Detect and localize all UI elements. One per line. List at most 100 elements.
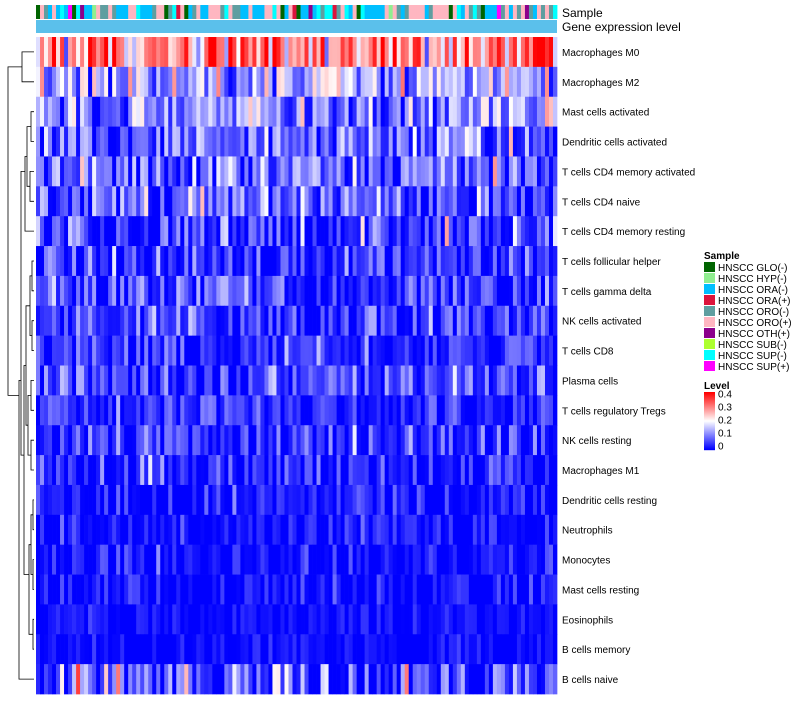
- heatmap-cell: [424, 216, 430, 247]
- heatmap-cell: [388, 37, 394, 68]
- heatmap-cell: [504, 395, 510, 426]
- heatmap-cell: [240, 455, 245, 486]
- heatmap-cell: [492, 365, 498, 396]
- heatmap-cell: [124, 96, 129, 127]
- heatmap-cell: [300, 425, 305, 456]
- heatmap-cell: [316, 66, 321, 98]
- heatmap-cell: [116, 634, 121, 665]
- heatmap-cell: [180, 186, 185, 217]
- heatmap-cell: [124, 305, 129, 336]
- heatmap-cell: [372, 156, 378, 187]
- sample-annotation-cell: [76, 5, 81, 19]
- heatmap-cell: [360, 335, 365, 366]
- heatmap-cell: [252, 664, 257, 695]
- heatmap-cell: [84, 604, 89, 635]
- heatmap-cell: [244, 514, 249, 546]
- heatmap-cell: [196, 126, 201, 157]
- heatmap-cell: [108, 96, 113, 127]
- heatmap-cell: [488, 365, 494, 396]
- heatmap-cell: [436, 335, 442, 366]
- heatmap-cell: [344, 335, 349, 366]
- heatmap-cell: [44, 484, 49, 516]
- heatmap-cell: [92, 96, 97, 127]
- heatmap-cell: [300, 335, 305, 366]
- heatmap-cell: [36, 126, 41, 157]
- heatmap-cell: [484, 455, 490, 486]
- sample-legend-label: HNSCC SUB(-): [718, 340, 787, 351]
- heatmap-cell: [112, 305, 117, 336]
- heatmap-cell: [172, 544, 177, 575]
- heatmap-cell: [192, 305, 197, 336]
- heatmap-cell: [172, 96, 177, 127]
- heatmap-cell: [316, 96, 321, 127]
- heatmap-cell: [448, 544, 454, 575]
- heatmap-cell: [284, 216, 289, 247]
- sample-annotation-cell: [260, 5, 265, 19]
- heatmap-cell: [216, 604, 221, 635]
- heatmap-cell: [388, 425, 394, 456]
- gene-expression-bar: [36, 20, 557, 33]
- heatmap-cell: [348, 634, 353, 665]
- heatmap-cell: [440, 395, 446, 426]
- heatmap-cell: [220, 604, 225, 635]
- heatmap-cell: [68, 574, 73, 605]
- heatmap-cell: [384, 514, 390, 546]
- heatmap-cell: [472, 664, 478, 695]
- heatmap-cell: [132, 395, 137, 426]
- heatmap-cell: [284, 126, 289, 157]
- heatmap-cell: [212, 604, 217, 635]
- heatmap-cell: [524, 365, 530, 396]
- heatmap-cell: [532, 126, 538, 157]
- heatmap-cell: [476, 395, 482, 426]
- heatmap-cell: [420, 126, 426, 157]
- heatmap-cell: [140, 514, 145, 546]
- heatmap-cell: [372, 455, 378, 486]
- heatmap-cell: [260, 126, 265, 157]
- heatmap-cell: [280, 156, 285, 187]
- heatmap-cell: [68, 66, 73, 98]
- heatmap-cell: [48, 305, 53, 336]
- heatmap-cell: [496, 126, 502, 157]
- heatmap-cell: [420, 634, 426, 665]
- heatmap-cell: [204, 365, 209, 396]
- heatmap-cell: [156, 335, 161, 366]
- heatmap-cell: [468, 246, 474, 277]
- heatmap-cell: [420, 305, 426, 336]
- heatmap-cell: [480, 634, 486, 665]
- heatmap-cell: [44, 305, 49, 336]
- heatmap-cell: [540, 604, 546, 635]
- heatmap-cell: [288, 455, 293, 486]
- heatmap-cell: [400, 544, 406, 575]
- heatmap-cell: [428, 96, 434, 127]
- heatmap-cell: [328, 96, 333, 127]
- heatmap-cell: [272, 335, 277, 366]
- heatmap-cell: [344, 66, 349, 98]
- heatmap-cell: [192, 246, 197, 277]
- heatmap-cell: [528, 395, 534, 426]
- heatmap-cell: [292, 246, 297, 277]
- heatmap-cell: [420, 37, 426, 68]
- heatmap-cell: [316, 425, 321, 456]
- heatmap-cell: [92, 66, 97, 98]
- heatmap-cell: [508, 574, 514, 605]
- heatmap-cell: [136, 484, 141, 516]
- heatmap-cell: [448, 574, 454, 605]
- heatmap-cell: [264, 37, 269, 68]
- heatmap-cell: [72, 574, 77, 605]
- heatmap-cell: [244, 335, 249, 366]
- heatmap-cell: [188, 216, 193, 247]
- heatmap-cell: [452, 634, 458, 665]
- heatmap-cell: [508, 186, 514, 217]
- heatmap-cell: [520, 156, 526, 187]
- heatmap-cell: [56, 37, 61, 68]
- heatmap-cell: [428, 365, 434, 396]
- heatmap-cell: [304, 275, 309, 307]
- heatmap-cell: [104, 305, 109, 336]
- heatmap-cell: [104, 484, 109, 516]
- heatmap-cell: [144, 365, 149, 396]
- heatmap-cell: [384, 275, 390, 307]
- heatmap-cell: [336, 574, 341, 605]
- heatmap-cell: [352, 544, 357, 575]
- heatmap-cell: [332, 186, 337, 217]
